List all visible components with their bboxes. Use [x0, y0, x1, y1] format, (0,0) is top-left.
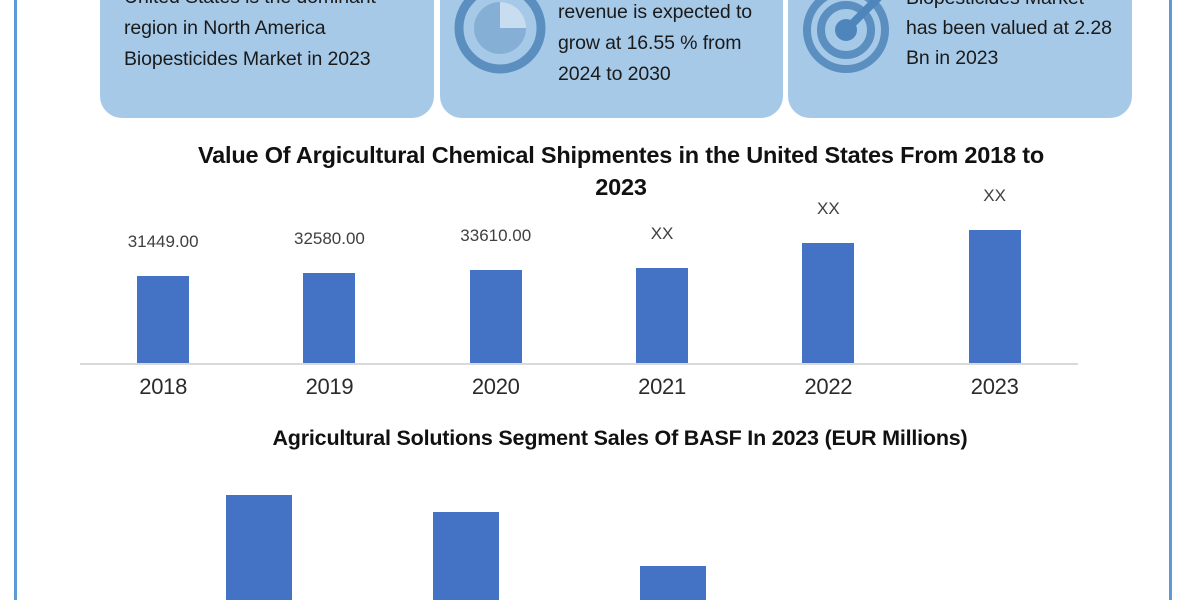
chart-1-tick-label: 2022	[804, 374, 853, 399]
pie-chart-icon	[454, 0, 546, 74]
chart-1-data-label: XX	[650, 224, 674, 243]
chart-1-data-label: 32580.00	[293, 229, 365, 248]
chart-2-bar	[432, 512, 499, 600]
page-border-right	[1169, 0, 1172, 600]
chart-1-data-label: XX	[816, 199, 840, 218]
highlight-card-value-text: Biopesticides Market has been valued at …	[906, 0, 1112, 69]
highlight-card-cagr: Biopesticides Market revenue is expected…	[440, 0, 783, 118]
chart-1-tick-label: 2021	[638, 374, 686, 399]
chart-1-bar	[636, 268, 689, 363]
chart-1-plot: 31449.00 32580.00 33610.00 XX XX XX	[80, 186, 1078, 365]
chart-1-column: XX	[579, 200, 745, 363]
chart-2-plot	[80, 460, 1078, 600]
highlight-card-cagr-text: Biopesticides Market revenue is expected…	[558, 1, 753, 85]
chart-1-data-label: XX	[983, 186, 1006, 205]
highlight-cards: United States is the dominant region in …	[100, 0, 1132, 118]
chart-1-tick-label: 2019	[305, 374, 354, 399]
chart-1-column: XX	[912, 186, 1078, 363]
chart-1-axis-line	[80, 363, 1078, 365]
chart-1-tick-label: 2018	[139, 374, 188, 399]
chart-2-bar	[639, 566, 706, 600]
chart-1-column: 31449.00	[80, 200, 246, 363]
chart-1-data-label: 31449.00	[127, 232, 199, 251]
chart-2-column	[362, 460, 569, 600]
chart-1-bar	[469, 270, 522, 363]
chart-1-data-label: 33610.00	[460, 226, 532, 245]
chart-1-tick-label: 2020	[471, 374, 520, 399]
highlight-card-region: United States is the dominant region in …	[100, 0, 434, 118]
chart-1-title: Value Of Argicultural Chemical Shipmente…	[198, 142, 1044, 200]
chart-2-title: Agricultural Solutions Segment Sales Of …	[272, 426, 968, 450]
chart-1-bar	[968, 230, 1021, 363]
highlight-card-value: Biopesticides Market has been valued at …	[788, 0, 1132, 118]
chart-1-bar	[303, 273, 356, 363]
chart-1-column: 33610.00	[413, 200, 579, 363]
chart-1-bar	[137, 276, 190, 363]
chart-1-bar	[802, 243, 855, 363]
chart-1-tick-label: 2023	[970, 374, 1019, 399]
chart-2-column	[569, 460, 776, 600]
chart-1-column: XX	[745, 199, 911, 363]
chart-1-column: 32580.00	[246, 200, 412, 363]
chart-2-bar	[225, 495, 292, 600]
page-border-left	[14, 0, 17, 600]
highlight-card-region-text: United States is the dominant region in …	[124, 0, 376, 70]
chart-2-column	[155, 460, 362, 600]
target-icon	[802, 0, 894, 74]
chart-1-category-axis: 2018 2019 2020 2021 2022 2023	[80, 374, 1078, 404]
